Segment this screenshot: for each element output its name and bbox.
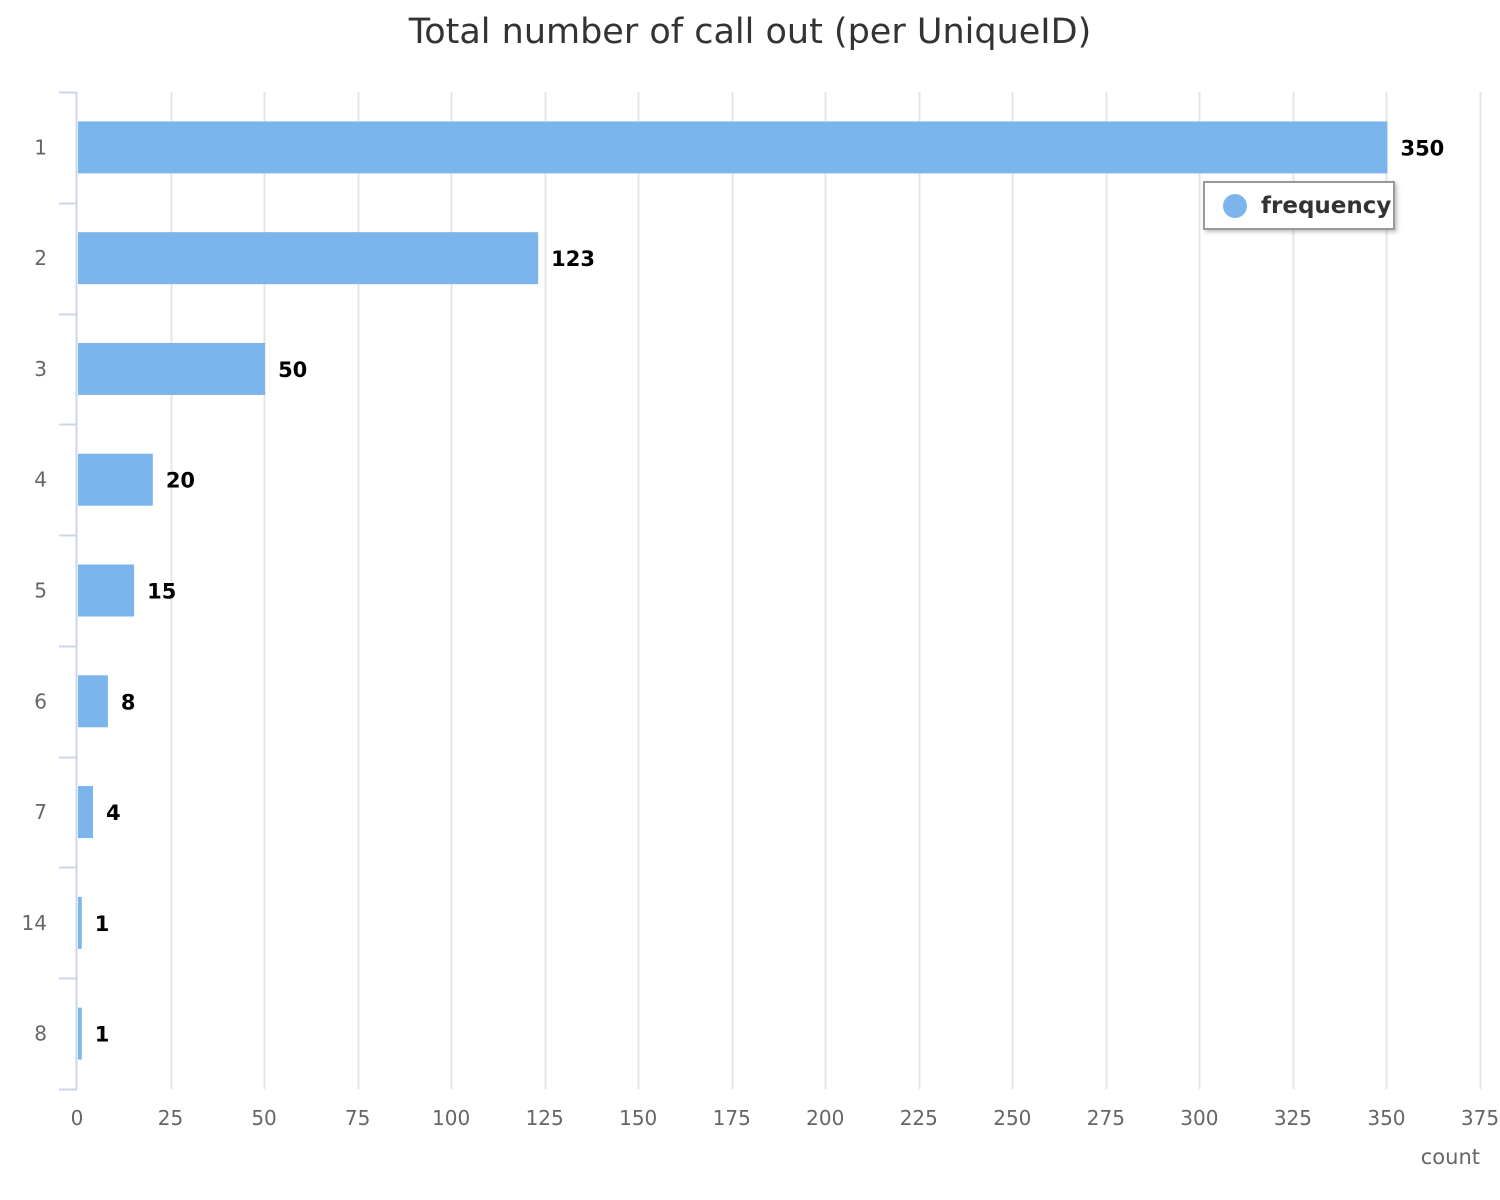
category-label: 4 — [34, 468, 47, 492]
x-tick-label: 300 — [1180, 1106, 1218, 1130]
bar-14[interactable] — [78, 896, 82, 949]
bar-3[interactable] — [78, 342, 266, 395]
bar-4[interactable] — [78, 453, 153, 506]
x-tick-label: 0 — [71, 1106, 84, 1130]
x-axis-title: count — [1421, 1145, 1480, 1169]
x-tick-label: 150 — [619, 1106, 657, 1130]
x-tick-label: 50 — [251, 1106, 276, 1130]
category-label: 3 — [34, 357, 47, 381]
data-label-6: 8 — [121, 690, 136, 714]
x-tick-label: 25 — [158, 1106, 183, 1130]
bar-6[interactable] — [78, 675, 108, 728]
x-tick-label: 200 — [806, 1106, 844, 1130]
x-tick-label: 125 — [526, 1106, 564, 1130]
x-tick-label: 75 — [345, 1106, 370, 1130]
chart-title: Total number of call out (per UniqueID) — [408, 12, 1092, 52]
data-label-4: 20 — [166, 469, 195, 493]
category-label: 7 — [34, 800, 47, 824]
data-label-14: 1 — [95, 912, 110, 936]
legend-label: frequency — [1261, 192, 1392, 219]
category-label: 5 — [34, 579, 47, 603]
category-label: 2 — [34, 246, 47, 270]
bar-5[interactable] — [78, 564, 135, 617]
x-tick-label: 275 — [1087, 1106, 1125, 1130]
data-label-2: 123 — [551, 247, 595, 271]
x-tick-label: 175 — [713, 1106, 751, 1130]
bar-8[interactable] — [78, 1007, 82, 1060]
bar-1[interactable] — [78, 121, 1388, 174]
data-label-1: 350 — [1400, 136, 1444, 160]
x-tick-label: 100 — [432, 1106, 470, 1130]
data-label-7: 4 — [106, 801, 121, 825]
bar-7[interactable] — [78, 786, 93, 839]
category-label: 8 — [34, 1022, 47, 1046]
legend-symbol-icon — [1223, 193, 1247, 218]
data-label-8: 1 — [95, 1023, 110, 1047]
legend[interactable]: frequency — [1203, 181, 1395, 230]
category-label: 1 — [34, 135, 47, 159]
category-label: 6 — [34, 689, 47, 713]
x-tick-label: 250 — [993, 1106, 1031, 1130]
data-label-3: 50 — [278, 358, 307, 382]
x-tick-label: 325 — [1274, 1106, 1312, 1130]
bar-2[interactable] — [78, 232, 539, 285]
x-tick-label: 375 — [1461, 1106, 1499, 1130]
category-label: 14 — [22, 911, 47, 935]
x-tick-label: 225 — [900, 1106, 938, 1130]
data-label-5: 15 — [147, 580, 176, 604]
x-tick-label: 350 — [1367, 1106, 1405, 1130]
